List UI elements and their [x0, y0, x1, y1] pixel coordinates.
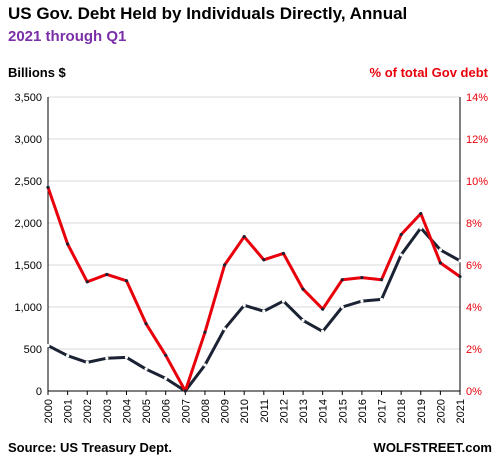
percent-point [105, 272, 109, 277]
right-tick-label: 0% [466, 386, 482, 398]
x-tick-label: 2017 [377, 399, 389, 423]
billions-point [301, 318, 305, 323]
left-tick-label: 1,000 [14, 302, 42, 314]
billions-point [46, 344, 50, 348]
x-tick-label: 2010 [239, 399, 251, 423]
right-tick-label: 8% [466, 218, 482, 230]
billions-point [419, 226, 423, 230]
x-tick-label: 2011 [259, 399, 271, 423]
left-axis-label: Billions $ [8, 65, 66, 80]
billions-point [281, 299, 286, 303]
percent-point [124, 279, 129, 283]
billions-point [379, 297, 384, 302]
right-tick-label: 12% [466, 134, 488, 146]
percent-point [183, 389, 187, 393]
right-axis-label: % of total Gov debt [369, 65, 488, 80]
percent-point [85, 280, 89, 284]
billions-point [222, 327, 227, 331]
percent-point [321, 307, 325, 311]
x-tick-label: 2021 [455, 399, 467, 423]
x-tick-label: 2003 [102, 399, 114, 423]
billions-point [85, 360, 89, 365]
percent-point [144, 322, 148, 326]
x-tick-label: 2019 [416, 399, 428, 423]
right-tick-label: 4% [466, 302, 482, 314]
x-tick-label: 2009 [220, 399, 232, 423]
x-tick-label: 2006 [161, 399, 173, 423]
percent-point [281, 251, 286, 256]
percent-point [222, 263, 227, 267]
x-tick-label: 2016 [357, 399, 369, 423]
billions-point [438, 248, 442, 252]
x-tick-label: 2007 [180, 399, 192, 423]
x-tick-label: 2013 [298, 399, 310, 423]
x-tick-label: 2012 [278, 399, 290, 423]
left-tick-label: 2,000 [14, 218, 42, 230]
x-tick-label: 2004 [121, 399, 133, 423]
percent-point [438, 261, 442, 265]
right-tick-label: 6% [466, 260, 482, 272]
left-tick-label: 2,500 [14, 176, 42, 188]
left-tick-label: 0 [36, 386, 42, 398]
x-tick-label: 2020 [435, 399, 447, 423]
percent-point [379, 278, 384, 282]
billions-point [321, 329, 325, 333]
x-tick-label: 2002 [82, 399, 94, 423]
x-tick-label: 2008 [200, 399, 212, 423]
percent-point [458, 274, 462, 279]
billions-point [340, 305, 344, 309]
percent-point [242, 235, 246, 239]
billions-point [242, 303, 246, 307]
chart-subtitle: 2021 through Q1 [8, 28, 127, 45]
x-tick-label: 2000 [43, 399, 55, 423]
percent-point [399, 232, 403, 237]
billions-point [203, 363, 207, 367]
billions-point [105, 356, 109, 360]
percent-point [419, 211, 423, 216]
x-tick-label: 2015 [337, 399, 349, 423]
billions-point [66, 354, 70, 358]
right-tick-label: 10% [466, 176, 488, 188]
billions-point [144, 367, 148, 371]
billions-point [399, 253, 403, 257]
billions-point [458, 259, 462, 263]
x-tick-label: 2001 [63, 399, 75, 423]
billions-point [124, 355, 129, 359]
x-tick-label: 2005 [141, 399, 153, 423]
right-tick-label: 14% [466, 92, 488, 104]
percent-point [262, 258, 266, 262]
percent-point [203, 330, 207, 334]
percent-point [301, 287, 305, 291]
billions-series-line [47, 226, 461, 393]
billions-point [164, 376, 168, 380]
left-tick-label: 500 [24, 344, 42, 356]
x-tick-label: 2014 [318, 399, 330, 423]
chart-title: US Gov. Debt Held by Individuals Directl… [8, 4, 408, 23]
left-tick-label: 3,000 [14, 134, 42, 146]
source-note: Source: US Treasury Dept. [8, 440, 172, 455]
x-tick-label: 2018 [396, 399, 408, 423]
percent-point [360, 276, 364, 280]
percent-point [164, 353, 168, 357]
billions-point [360, 299, 364, 303]
billions-point [262, 309, 266, 313]
left-tick-label: 3,500 [14, 92, 42, 104]
percent-series-line [46, 186, 461, 393]
percent-point [46, 185, 50, 189]
left-tick-label: 1,500 [14, 260, 42, 272]
percent-point [66, 242, 70, 246]
right-tick-label: 2% [466, 344, 482, 356]
brand-label: WOLFSTREET.com [373, 440, 492, 455]
percent-point [340, 278, 344, 282]
